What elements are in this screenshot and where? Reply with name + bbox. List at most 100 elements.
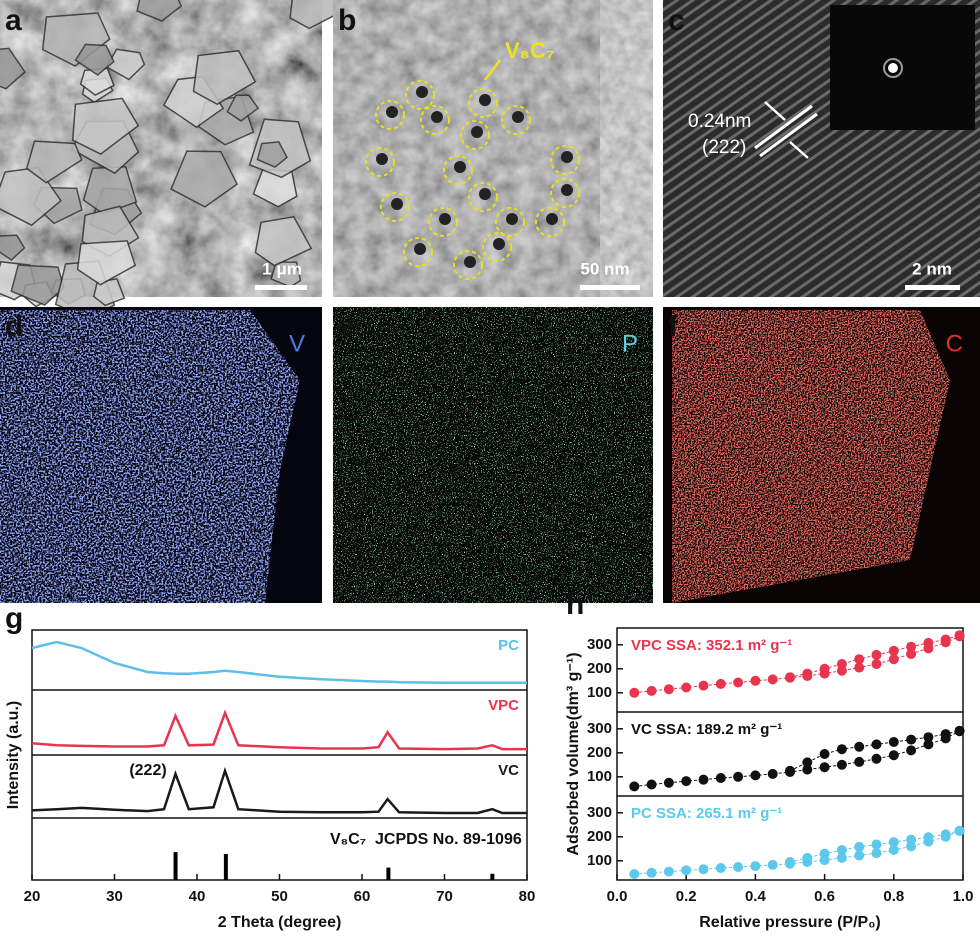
marker-circle — [380, 192, 410, 222]
marker-circle — [405, 80, 435, 110]
isotherm-point — [715, 678, 726, 689]
marker-circle — [550, 178, 580, 208]
crystal — [256, 141, 288, 168]
isotherm-point — [940, 729, 951, 740]
isotherm-point — [836, 759, 847, 770]
scale-bar — [580, 285, 640, 290]
isotherm-point — [750, 770, 761, 781]
isotherm-point — [819, 848, 830, 859]
dark-dot — [546, 213, 558, 225]
isotherm-point — [767, 768, 778, 779]
isotherm-point — [888, 837, 899, 848]
series-label: PC — [498, 637, 519, 654]
isotherm-point — [733, 771, 744, 782]
isotherm-line — [789, 830, 960, 863]
reference-name: V₈C₇ — [330, 831, 366, 848]
plot-frame — [616, 627, 964, 881]
series-label: PC SSA: 265.1 m² g⁻¹ — [631, 805, 782, 822]
isotherm-point — [681, 776, 692, 787]
reference-stick — [223, 853, 228, 880]
isotherm-point — [785, 765, 795, 776]
isotherm-point — [767, 859, 778, 870]
eds-signal — [333, 307, 653, 603]
x-tick-label: 40 — [189, 888, 206, 905]
crystal — [0, 47, 26, 90]
x-tick-label: 0.4 — [745, 888, 767, 905]
x-tick-label: 70 — [436, 888, 453, 905]
dark-dot — [561, 184, 573, 196]
y-tick-label: 100 — [587, 684, 612, 701]
isotherm-point — [646, 685, 657, 696]
isotherm-point — [629, 869, 640, 879]
isotherm-point — [681, 865, 692, 876]
xrd-line — [31, 766, 527, 815]
isotherm-point — [750, 675, 761, 686]
panel-label: d — [5, 310, 23, 343]
marker-circle — [428, 207, 458, 237]
isotherm-point — [802, 764, 813, 775]
y-tick-label: 300 — [587, 720, 612, 737]
x-tick-label: 60 — [354, 888, 371, 905]
crystal — [79, 67, 115, 96]
xrd-line — [31, 709, 527, 751]
crystal — [25, 140, 83, 184]
scale-bar-label: 2 nm — [912, 259, 952, 278]
isotherm-point — [854, 741, 865, 752]
isotherm-point — [923, 739, 934, 750]
annotation: V₈C₇ — [505, 38, 555, 63]
isotherm-point — [888, 750, 899, 761]
isotherm-point — [871, 839, 882, 850]
isotherm-point — [854, 841, 865, 852]
isotherm-point — [750, 861, 761, 872]
dark-dot — [416, 86, 428, 98]
crystal — [76, 240, 137, 286]
crystal — [10, 264, 65, 306]
crystal — [74, 43, 115, 76]
isotherm-point — [888, 845, 899, 855]
series-label: VPC SSA: 352.1 m² g⁻¹ — [631, 637, 792, 654]
x-axis-label: Relative pressure (P/P₀) — [699, 914, 881, 931]
marker-circle — [420, 105, 450, 135]
arrow — [764, 101, 786, 121]
isotherm-point — [871, 739, 882, 750]
crystal — [226, 94, 260, 122]
isotherm-point — [802, 668, 813, 679]
isotherm-point — [871, 649, 882, 660]
isotherm-point — [854, 654, 865, 665]
isotherm-point — [954, 825, 965, 836]
dark-dot — [386, 106, 398, 118]
crystal — [71, 97, 140, 155]
isotherm-point — [767, 674, 778, 685]
reference-stick — [386, 867, 391, 880]
marker-circle — [535, 207, 565, 237]
marker-circle — [501, 105, 531, 135]
dark-dot — [464, 256, 476, 268]
isotherm-point — [871, 753, 882, 764]
isotherm-line — [789, 730, 960, 772]
y-tick-label: 200 — [587, 660, 612, 677]
crystals — [0, 0, 345, 319]
isotherm-point — [819, 762, 830, 773]
panel-label: b — [338, 4, 356, 37]
marker-circle — [375, 100, 405, 130]
element-label: P — [622, 330, 638, 357]
isotherm-point — [698, 774, 709, 785]
xrd-line — [31, 640, 527, 685]
marker-circle — [482, 232, 512, 262]
dark-dot — [471, 126, 483, 138]
isotherm-point — [836, 659, 847, 669]
isotherm-point — [836, 744, 847, 755]
dark-dot — [431, 111, 443, 123]
lattice-line — [754, 104, 813, 150]
y-tick-label: 300 — [587, 636, 612, 653]
isotherm-point — [954, 630, 965, 641]
x-tick-label: 0.2 — [676, 888, 697, 905]
scale-bar — [255, 285, 307, 290]
series-label: VC — [498, 762, 519, 779]
x-tick-label: 0.6 — [814, 888, 835, 905]
panel-label: e — [338, 310, 355, 343]
isotherm-point — [836, 845, 847, 855]
diffraction-ring — [883, 58, 903, 78]
isotherm-point — [836, 852, 847, 863]
